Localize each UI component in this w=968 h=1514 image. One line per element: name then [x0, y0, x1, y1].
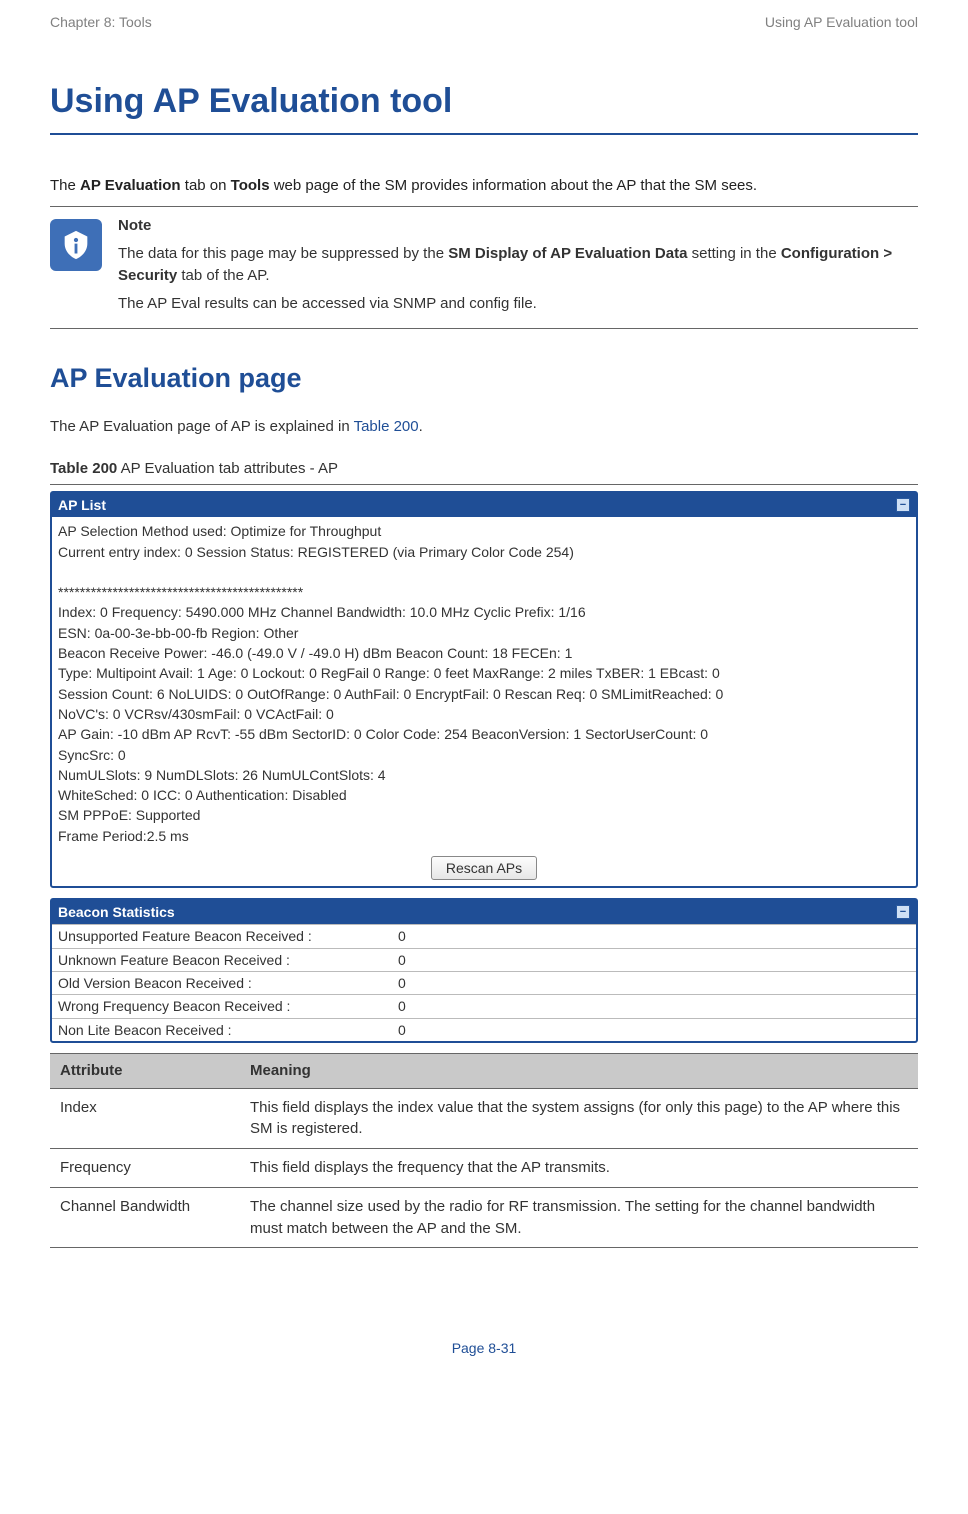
beacon-stats-panel: Beacon Statistics − Unsupported Feature …: [50, 898, 918, 1043]
collapse-icon[interactable]: −: [896, 498, 910, 512]
section-intro: The AP Evaluation page of AP is explaine…: [50, 416, 918, 438]
stat-label: Non Lite Beacon Received :: [52, 1018, 392, 1041]
page-title: Using AP Evaluation tool: [50, 77, 918, 134]
ap-list-line: Index: 0 Frequency: 5490.000 MHz Channel…: [58, 602, 910, 622]
ap-list-line: SM PPPoE: Supported: [58, 805, 910, 825]
stat-row: Wrong Frequency Beacon Received :0: [52, 995, 916, 1018]
page-header: Chapter 8: Tools Using AP Evaluation too…: [50, 12, 918, 32]
rescan-aps-button[interactable]: Rescan APs: [431, 856, 537, 880]
stat-row: Non Lite Beacon Received :0: [52, 1018, 916, 1041]
ap-list-line: Frame Period:2.5 ms: [58, 826, 910, 846]
attr-meaning: This field displays the index value that…: [240, 1088, 918, 1149]
header-right: Using AP Evaluation tool: [765, 12, 918, 32]
attr-name: Frequency: [50, 1149, 240, 1188]
attr-header-attribute: Attribute: [50, 1053, 240, 1088]
ap-list-line: AP Selection Method used: Optimize for T…: [58, 521, 910, 541]
intro-bold-ap: AP Evaluation: [80, 177, 181, 194]
beacon-stats-table: Unsupported Feature Beacon Received :0Un…: [52, 924, 916, 1040]
caption-rule: [50, 484, 918, 485]
collapse-icon[interactable]: −: [896, 905, 910, 919]
attr-meaning: This field displays the frequency that t…: [240, 1149, 918, 1188]
stat-label: Wrong Frequency Beacon Received :: [52, 995, 392, 1018]
ap-list-line: Session Count: 6 NoLUIDS: 0 OutOfRange: …: [58, 684, 910, 704]
stat-row: Unsupported Feature Beacon Received :0: [52, 925, 916, 948]
intro-text: tab on: [181, 177, 231, 194]
ap-list-line: NoVC's: 0 VCRsv/430smFail: 0 VCActFail: …: [58, 704, 910, 724]
stat-label: Old Version Beacon Received :: [52, 971, 392, 994]
page-footer: Page 8-31: [50, 1338, 918, 1358]
table-row: Channel BandwidthThe channel size used b…: [50, 1187, 918, 1248]
ap-list-line: Current entry index: 0 Session Status: R…: [58, 542, 910, 562]
beacon-stats-header: Beacon Statistics −: [52, 900, 916, 924]
note-label: Note: [118, 215, 918, 237]
intro-bold-tools: Tools: [231, 177, 270, 194]
intro-text: web page of the SM provides information …: [270, 177, 758, 194]
ap-list-line: SyncSrc: 0: [58, 745, 910, 765]
beacon-stats-title: Beacon Statistics: [58, 902, 175, 922]
ap-list-line: NumULSlots: 9 NumDLSlots: 26 NumULContSl…: [58, 765, 910, 785]
attr-name: Index: [50, 1088, 240, 1149]
attr-meaning: The channel size used by the radio for R…: [240, 1187, 918, 1248]
ap-list-line: ESN: 0a-00-3e-bb-00-fb Region: Other: [58, 623, 910, 643]
attr-name: Channel Bandwidth: [50, 1187, 240, 1248]
stat-value: 0: [392, 1018, 916, 1041]
rescan-row: Rescan APs: [52, 852, 916, 886]
note-line-1: The data for this page may be suppressed…: [118, 243, 918, 287]
note-text: Note The data for this page may be suppr…: [118, 215, 918, 320]
note-icon: [50, 219, 102, 271]
stat-label: Unknown Feature Beacon Received :: [52, 948, 392, 971]
header-left: Chapter 8: Tools: [50, 12, 152, 32]
attribute-table: Attribute Meaning IndexThis field displa…: [50, 1053, 918, 1249]
ap-list-line: Type: Multipoint Avail: 1 Age: 0 Lockout…: [58, 663, 910, 683]
stat-value: 0: [392, 948, 916, 971]
ap-list-line: [58, 562, 910, 582]
ap-list-line: AP Gain: -10 dBm AP RcvT: -55 dBm Sector…: [58, 724, 910, 744]
table-caption: Table 200 AP Evaluation tab attributes -…: [50, 458, 918, 480]
section-title: AP Evaluation page: [50, 359, 918, 398]
table-row: IndexThis field displays the index value…: [50, 1088, 918, 1149]
table-200-link[interactable]: Table 200: [354, 418, 419, 435]
attr-header-meaning: Meaning: [240, 1053, 918, 1088]
ap-list-panel: AP List − AP Selection Method used: Opti…: [50, 491, 918, 888]
stat-value: 0: [392, 971, 916, 994]
stat-value: 0: [392, 995, 916, 1018]
table-row: FrequencyThis field displays the frequen…: [50, 1149, 918, 1188]
intro-paragraph: The AP Evaluation tab on Tools web page …: [50, 175, 918, 197]
ap-list-header: AP List −: [52, 493, 916, 517]
stat-label: Unsupported Feature Beacon Received :: [52, 925, 392, 948]
ap-list-title: AP List: [58, 495, 106, 515]
stat-value: 0: [392, 925, 916, 948]
intro-text: The: [50, 177, 80, 194]
ap-list-line: WhiteSched: 0 ICC: 0 Authentication: Dis…: [58, 785, 910, 805]
note-line-2: The AP Eval results can be accessed via …: [118, 293, 918, 315]
stat-row: Unknown Feature Beacon Received :0: [52, 948, 916, 971]
ap-list-body: AP Selection Method used: Optimize for T…: [52, 517, 916, 852]
stat-row: Old Version Beacon Received :0: [52, 971, 916, 994]
ap-list-line: Beacon Receive Power: -46.0 (-49.0 V / -…: [58, 643, 910, 663]
ap-list-line: ****************************************…: [58, 582, 910, 602]
note-block: Note The data for this page may be suppr…: [50, 206, 918, 329]
